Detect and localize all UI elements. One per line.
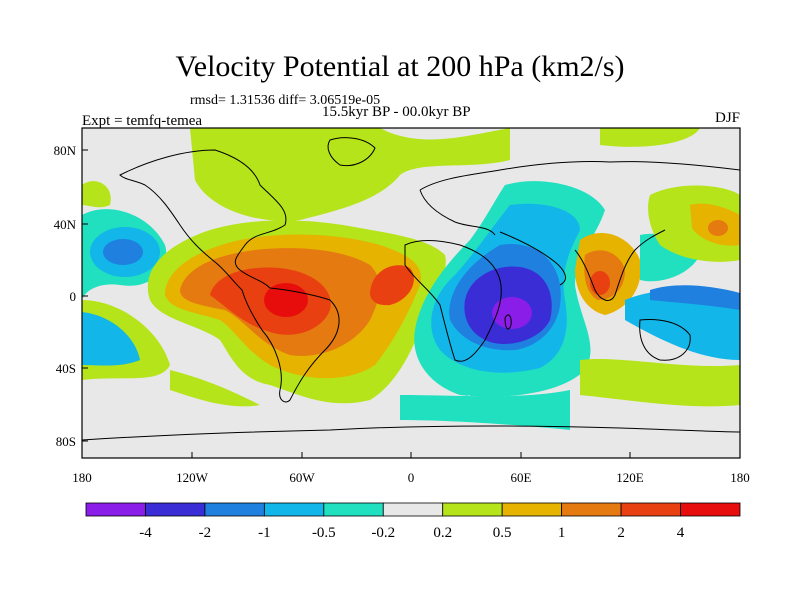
x-tick-label: 0 <box>408 470 415 485</box>
colorbar-label: 0.2 <box>433 525 452 541</box>
colorbar-swatch <box>382 502 444 517</box>
x-tick-label: 180 <box>730 470 750 485</box>
axis-ticks <box>81 149 741 458</box>
season-label: DJF <box>714 110 740 126</box>
colorbar-swatch <box>561 502 622 517</box>
colorbar-label: 4 <box>677 525 685 541</box>
x-tick-label: 120E <box>616 470 644 485</box>
y-tick-label: 80N <box>54 143 77 158</box>
map-title: Velocity Potential at 200 hPa (km2/s) <box>175 50 625 83</box>
x-tick-label: 60E <box>511 470 532 485</box>
colorbar-label: -4 <box>139 525 152 541</box>
colorbar-swatch <box>442 502 503 517</box>
colorbar-swatch <box>680 502 741 517</box>
stats-label: rmsd= 1.31536 diff= 3.06519e-05 <box>190 93 381 108</box>
y-tick-label: 40S <box>56 361 76 376</box>
coastlines <box>82 137 740 441</box>
colorbar-label: 1 <box>558 525 566 541</box>
x-axis-labels: 180 120W 60W 0 60E 120E 180 <box>72 470 750 485</box>
colorbar-label: -2 <box>199 525 212 541</box>
x-tick-label: 120W <box>176 470 209 485</box>
y-tick-label: 40N <box>54 217 77 232</box>
colorbar-label: -0.5 <box>312 525 336 541</box>
x-tick-label: 60W <box>289 470 315 485</box>
colorbar-swatch <box>501 502 563 517</box>
colorbar-swatch <box>620 502 681 517</box>
contour-field <box>82 128 740 458</box>
colorbar-swatch <box>204 502 265 517</box>
colorbar-swatch <box>145 502 206 517</box>
y-tick-label: 0 <box>70 289 77 304</box>
colorbar-label: -1 <box>258 525 271 541</box>
experiment-label: Expt = temfq-temea <box>82 113 203 129</box>
period-label: 15.5kyr BP - 00.0kyr BP <box>322 104 471 120</box>
colorbar-swatch <box>85 502 146 517</box>
colorbar-label: -0.2 <box>371 525 395 541</box>
colorbar: -4 -2 -1 -0.5 -0.2 0.2 0.5 1 2 4 <box>85 502 741 541</box>
colorbar-swatch <box>263 502 325 517</box>
colorbar-label: 2 <box>617 525 625 541</box>
x-tick-label: 180 <box>72 470 92 485</box>
y-tick-label: 80S <box>56 434 76 449</box>
colorbar-label: 0.5 <box>493 525 512 541</box>
colorbar-swatch <box>323 502 384 517</box>
y-axis-labels: 80N 40N 0 40S 80S <box>54 143 77 449</box>
